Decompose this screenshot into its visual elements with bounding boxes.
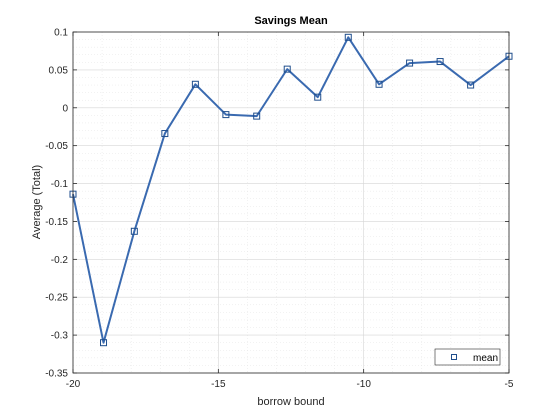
data-point-marker	[130, 227, 138, 235]
x-tick-labels: -20 -15 -10 -5	[66, 379, 514, 390]
data-point-marker	[344, 33, 352, 41]
y-tick-label: -0.1	[51, 179, 69, 190]
data-point-marker	[191, 80, 199, 88]
data-point-marker	[406, 59, 414, 67]
data-point-marker	[222, 111, 230, 119]
data-point-marker	[436, 58, 444, 66]
y-tick-label: 0.1	[54, 28, 68, 39]
legend-marker-square	[451, 354, 457, 360]
chart-title: Savings Mean	[254, 15, 328, 27]
y-tick-label: -0.35	[45, 369, 68, 380]
y-tick-label: -0.15	[45, 217, 68, 228]
x-tick-label: -15	[211, 379, 226, 390]
legend: mean	[434, 348, 501, 366]
x-tick-label: -10	[356, 379, 371, 390]
series-line-mean	[72, 36, 510, 344]
data-point-marker	[283, 65, 291, 73]
minor-grid	[73, 32, 509, 373]
data-point-marker	[253, 112, 261, 120]
y-tick-label: -0.05	[45, 141, 68, 152]
y-axis-label: Average (Total)	[31, 165, 43, 239]
data-point-marker	[161, 130, 169, 138]
series-layer	[69, 33, 513, 347]
y-tick-label: -0.2	[51, 255, 69, 266]
x-axis-label: borrow bound	[257, 396, 324, 408]
y-tick-label: -0.25	[45, 293, 68, 304]
axis-ticks	[72, 31, 510, 374]
legend-label-mean: mean	[473, 353, 498, 364]
data-point-marker	[100, 339, 108, 347]
y-tick-labels: 0.1 0.05 0 -0.05 -0.1 -0.15 -0.2 -0.25 -0.3 -0.35	[45, 28, 68, 380]
y-tick-label: 0.05	[49, 65, 69, 76]
x-tick-label: -20	[66, 379, 81, 390]
data-point-marker	[314, 93, 322, 101]
data-point-marker	[467, 81, 475, 89]
data-point-marker	[375, 80, 383, 88]
y-tick-label: -0.3	[51, 331, 69, 342]
plot-area	[73, 32, 509, 373]
plot-frame	[72, 31, 510, 374]
y-tick-label: 0	[62, 103, 68, 114]
legend-box	[434, 348, 501, 366]
x-tick-label: -5	[505, 379, 514, 390]
